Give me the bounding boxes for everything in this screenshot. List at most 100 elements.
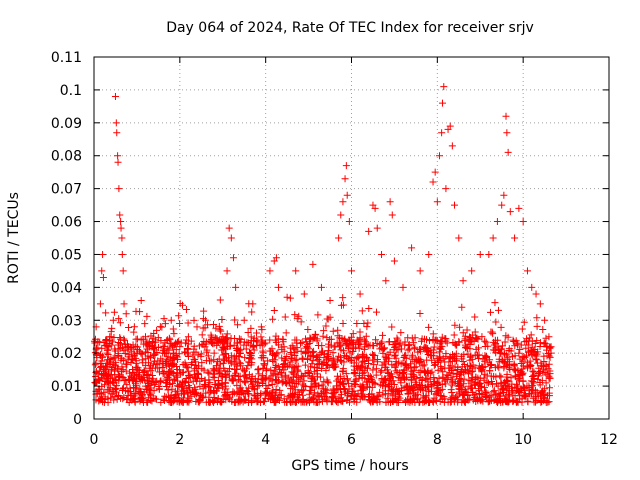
baseline-point bbox=[131, 398, 139, 406]
baseline-point bbox=[389, 340, 397, 348]
baseline-point bbox=[247, 324, 255, 332]
baseline-point bbox=[280, 360, 288, 368]
baseline-point bbox=[322, 322, 330, 330]
baseline-point bbox=[309, 395, 317, 403]
x-tick-label: 8 bbox=[433, 432, 442, 448]
baseline-point bbox=[528, 343, 536, 351]
baseline-point bbox=[142, 382, 150, 390]
baseline-point bbox=[319, 360, 327, 368]
data-point bbox=[111, 92, 119, 100]
baseline-point bbox=[216, 336, 224, 344]
data-point bbox=[122, 310, 130, 318]
baseline-point bbox=[518, 370, 526, 378]
baseline-point bbox=[151, 336, 159, 344]
baseline-point bbox=[452, 341, 460, 349]
baseline-point bbox=[360, 393, 368, 401]
baseline-point bbox=[184, 352, 192, 360]
baseline-point bbox=[438, 381, 446, 389]
baseline-point bbox=[229, 377, 237, 385]
baseline-point bbox=[486, 367, 494, 375]
baseline-point bbox=[478, 383, 486, 391]
data-point bbox=[532, 290, 540, 298]
baseline-point bbox=[228, 376, 236, 384]
baseline-point bbox=[437, 345, 445, 353]
baseline-point bbox=[333, 386, 341, 394]
baseline-point bbox=[484, 342, 492, 350]
data-point bbox=[446, 122, 454, 130]
baseline-point bbox=[414, 395, 422, 403]
baseline-point bbox=[480, 384, 488, 392]
baseline-point bbox=[183, 363, 191, 371]
baseline-point bbox=[222, 391, 230, 399]
baseline-point bbox=[320, 327, 328, 335]
baseline-point bbox=[103, 375, 111, 383]
baseline-point bbox=[224, 353, 232, 361]
baseline-point bbox=[478, 333, 486, 341]
baseline-point bbox=[303, 355, 311, 363]
baseline-point bbox=[234, 339, 242, 347]
x-tick-label: 12 bbox=[600, 432, 618, 448]
data-point bbox=[459, 277, 467, 285]
baseline-point bbox=[381, 390, 389, 398]
baseline-point bbox=[288, 342, 296, 350]
baseline-point bbox=[204, 368, 212, 376]
baseline-point bbox=[526, 390, 534, 398]
baseline-point bbox=[105, 343, 113, 351]
baseline-point bbox=[304, 397, 312, 405]
baseline-point bbox=[117, 340, 125, 348]
baseline-point bbox=[143, 312, 151, 320]
baseline-point bbox=[422, 375, 430, 383]
baseline-point bbox=[183, 398, 191, 406]
baseline-point bbox=[372, 365, 380, 373]
baseline-point bbox=[230, 389, 238, 397]
data-point bbox=[133, 349, 141, 357]
baseline-point bbox=[494, 306, 502, 314]
data-point bbox=[373, 224, 381, 232]
baseline-point bbox=[405, 363, 413, 371]
baseline-point bbox=[455, 374, 463, 382]
baseline-point bbox=[486, 397, 494, 405]
baseline-point bbox=[152, 361, 160, 369]
baseline-point bbox=[302, 344, 310, 352]
baseline-point bbox=[466, 362, 474, 370]
baseline-point bbox=[165, 368, 173, 376]
baseline-point bbox=[546, 353, 554, 361]
data-point bbox=[117, 218, 125, 226]
data-point bbox=[506, 208, 514, 216]
y-tick-label: 0.1 bbox=[60, 83, 82, 99]
baseline-point bbox=[381, 360, 389, 368]
baseline-point bbox=[268, 392, 276, 400]
baseline-point bbox=[520, 318, 528, 326]
baseline-point bbox=[158, 323, 166, 331]
data-point bbox=[431, 168, 439, 176]
baseline-point bbox=[539, 369, 547, 377]
baseline-point bbox=[492, 318, 500, 326]
baseline-point bbox=[296, 375, 304, 383]
baseline-point bbox=[211, 334, 219, 342]
data-point bbox=[227, 234, 235, 242]
baseline-point bbox=[164, 386, 172, 394]
baseline-point bbox=[491, 364, 499, 372]
baseline-point bbox=[114, 345, 122, 353]
baseline-point bbox=[216, 338, 224, 346]
baseline-point bbox=[256, 342, 264, 350]
baseline-point bbox=[174, 382, 182, 390]
baseline-point bbox=[98, 395, 106, 403]
baseline-point bbox=[281, 363, 289, 371]
baseline-point bbox=[107, 394, 115, 402]
baseline-point bbox=[200, 307, 208, 315]
data-point bbox=[408, 244, 416, 252]
baseline-point bbox=[372, 336, 380, 344]
data-point bbox=[309, 260, 317, 268]
baseline-point bbox=[336, 379, 344, 387]
baseline-point bbox=[487, 328, 495, 336]
baseline-point bbox=[430, 374, 438, 382]
baseline-point bbox=[460, 398, 468, 406]
baseline-point bbox=[155, 368, 163, 376]
baseline-point bbox=[471, 313, 479, 321]
baseline-point bbox=[430, 361, 438, 369]
baseline-point bbox=[170, 330, 178, 338]
baseline-point bbox=[405, 342, 413, 350]
data-point bbox=[442, 185, 450, 193]
data-point bbox=[545, 333, 553, 341]
